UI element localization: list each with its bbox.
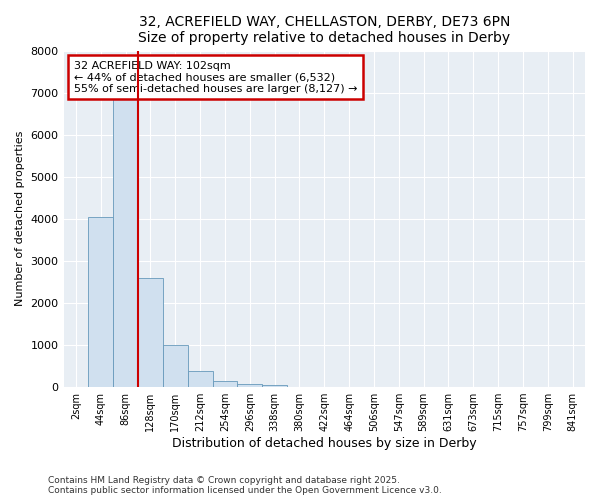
Text: 32 ACREFIELD WAY: 102sqm
← 44% of detached houses are smaller (6,532)
55% of sem: 32 ACREFIELD WAY: 102sqm ← 44% of detach… — [74, 60, 358, 94]
Text: Contains HM Land Registry data © Crown copyright and database right 2025.
Contai: Contains HM Land Registry data © Crown c… — [48, 476, 442, 495]
Bar — [188, 371, 212, 387]
Bar — [88, 216, 113, 387]
X-axis label: Distribution of detached houses by size in Derby: Distribution of detached houses by size … — [172, 437, 476, 450]
Bar — [113, 66, 138, 387]
Bar — [262, 386, 287, 387]
Bar — [138, 278, 163, 387]
Bar — [163, 345, 188, 387]
Bar — [238, 384, 262, 387]
Y-axis label: Number of detached properties: Number of detached properties — [15, 131, 25, 306]
Title: 32, ACREFIELD WAY, CHELLASTON, DERBY, DE73 6PN
Size of property relative to deta: 32, ACREFIELD WAY, CHELLASTON, DERBY, DE… — [138, 15, 511, 45]
Bar — [212, 381, 238, 387]
